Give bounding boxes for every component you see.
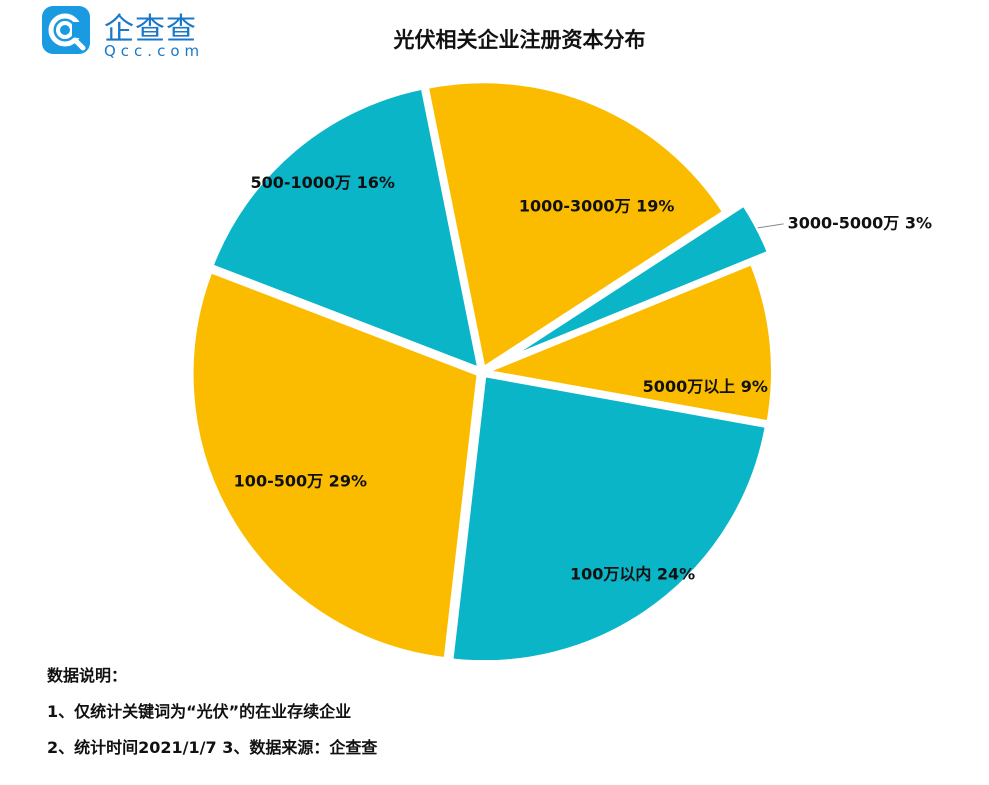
qcc-logo-icon [42,6,90,54]
pie-slice-5 [189,268,481,660]
logo-name-en: Qcc.com [104,42,205,60]
qcc-logo: 企查查 Qcc.com [42,6,222,62]
pie-slice-label-3: 5000万以上 9% [643,377,768,396]
pie-slice-1 [424,79,728,372]
pie-slice-label-2: 3000-5000万 3% [788,213,932,232]
logo-name-cn: 企查查 [104,12,197,47]
pie-slice-label-4: 100万以内 24% [570,564,695,583]
pie-slice-label-0: 500-1000万 16% [250,173,394,192]
pie-slice-label-5: 100-500万 29% [234,472,367,491]
chart-title: 光伏相关企业注册资本分布 [393,28,646,52]
pie-slice-4 [449,372,770,660]
pie-leader-line-2 [757,223,784,229]
notes-heading: 数据说明： [47,666,128,685]
notes-line-2: 2、统计时间2021/1/7 3、数据来源：企查查 [47,738,378,757]
pie-slice-3 [478,260,775,425]
data-notes: 数据说明： 1、仅统计关键词为“光伏”的在业存续企业 2、统计时间2021/1/… [47,664,377,772]
pie-slice-0 [208,85,483,373]
pie-chart: 500-1000万 16% 1000-3000万 19% 3000-5000万 3%… [189,79,932,660]
notes-line-1: 1、仅统计关键词为“光伏”的在业存续企业 [47,702,352,721]
chart-title-wrap: 光伏相关企业注册资本分布 [0,24,989,54]
pie-slice-label-1: 1000-3000万 19% [519,197,675,216]
